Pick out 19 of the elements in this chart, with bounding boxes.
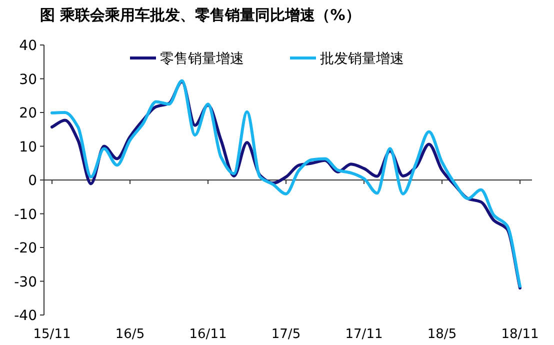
y-tick-label: 0 [28,173,37,189]
x-tick-label: 17/5 [271,327,301,342]
chart-title: 图 乘联会乘用车批发、零售销量同比增速（%） [40,6,360,24]
x-tick-label: 15/11 [33,327,71,342]
x-tick-label: 18/5 [427,327,457,342]
y-tick-label: 40 [19,38,37,54]
y-tick-label: -40 [14,308,37,324]
y-tick-label: -10 [14,206,37,223]
x-tick-label: 17/11 [345,327,383,342]
x-tick-label: 16/11 [189,327,227,342]
legend-label: 零售销量增速 [160,51,244,67]
legend-label: 批发销量增速 [320,51,404,67]
y-tick-label: 30 [19,72,37,88]
y-tick-label: -20 [14,240,37,256]
y-tick-label: 20 [19,106,37,122]
x-tick-label: 16/5 [115,327,145,342]
y-tick-label: -30 [14,274,37,290]
y-tick-label: 10 [19,139,37,156]
x-tick-label: 18/11 [501,327,539,342]
